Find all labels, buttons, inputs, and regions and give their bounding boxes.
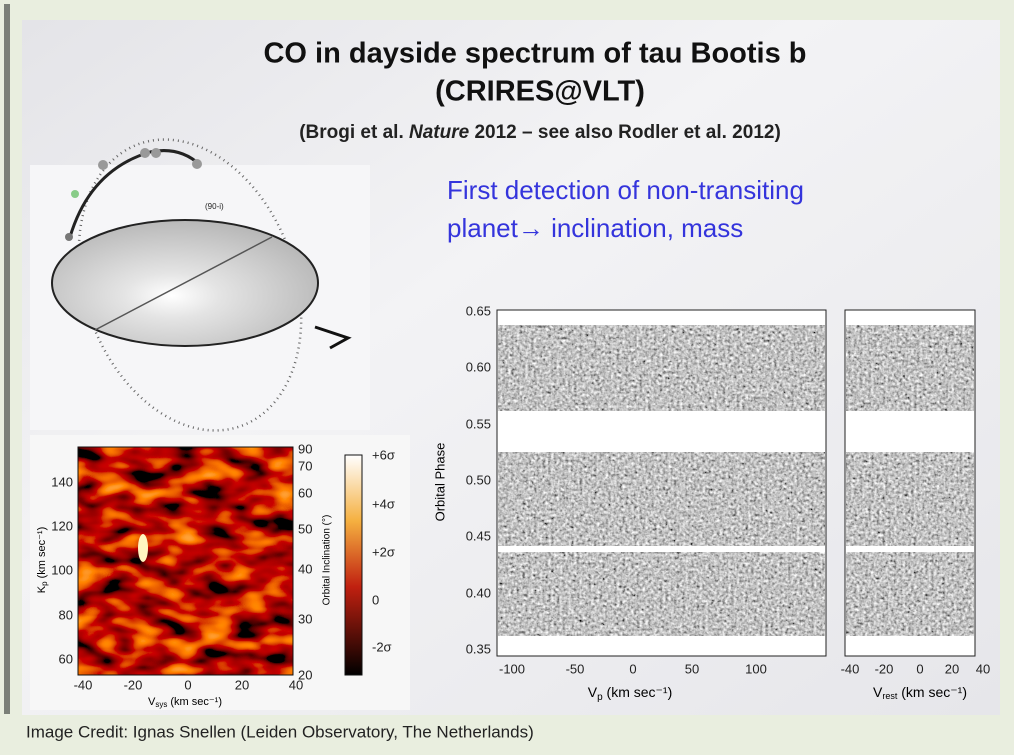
planet xyxy=(65,233,73,241)
citation-text: 2012 – see also Rodler et al. 2012) xyxy=(469,122,781,143)
citation-text: (Brogi et al. xyxy=(299,122,409,143)
tick-label: 0.55 xyxy=(466,416,491,431)
tick-label: 60 xyxy=(59,651,73,666)
tick-label: -20 xyxy=(875,661,894,676)
tick-label: +4σ xyxy=(372,496,395,511)
colorbar xyxy=(345,455,362,675)
angle-label: (90-i) xyxy=(205,202,224,211)
planet xyxy=(151,148,161,158)
label-rest: (km sec⁻¹) xyxy=(603,684,673,700)
tick-label: 0 xyxy=(629,661,636,676)
tick-label: 0.60 xyxy=(466,359,491,374)
tick-label: 40 xyxy=(298,561,312,576)
tick-label: 70 xyxy=(298,458,312,473)
noise-band xyxy=(846,325,974,411)
tick-label: -40 xyxy=(74,677,93,692)
tick-label: -40 xyxy=(841,661,860,676)
tick-label: 60 xyxy=(298,485,312,500)
label-sub: sys xyxy=(155,700,167,709)
tick-label: 50 xyxy=(685,661,699,676)
tick-label: 0.45 xyxy=(466,528,491,543)
tick-label: +6σ xyxy=(372,447,395,462)
tick-label: +2σ xyxy=(372,544,395,559)
tick-label: 90 xyxy=(298,441,312,456)
label-rest: (km sec⁻¹) xyxy=(897,684,967,700)
frame-edge xyxy=(4,4,10,714)
tick-label: 0.35 xyxy=(466,641,491,656)
tick-label: 80 xyxy=(59,607,73,622)
tick-label: 140 xyxy=(51,474,73,489)
tick-label: 20 xyxy=(235,677,249,692)
tick-label: 30 xyxy=(298,611,312,626)
highlight-line: First detection of non-transiting xyxy=(447,175,804,205)
noise-band xyxy=(498,325,825,411)
tick-label: 50 xyxy=(298,521,312,536)
tick-label: 0 xyxy=(184,677,191,692)
planet xyxy=(71,190,79,198)
tick-label: 0.50 xyxy=(466,472,491,487)
detection-peak xyxy=(138,534,148,562)
label-rest: (km sec⁻¹) xyxy=(36,527,48,582)
tick-label: -20 xyxy=(124,677,143,692)
planet xyxy=(98,160,108,170)
tick-label: 20 xyxy=(298,667,312,682)
tick-label: 0.65 xyxy=(466,303,491,318)
noise-band xyxy=(846,552,974,636)
planet xyxy=(192,159,202,169)
kp-map: Kp (km sec⁻¹) Vsys (km sec⁻¹) Orbital In… xyxy=(30,435,410,710)
image-credit: Image Credit: Ignas Snellen (Leiden Obse… xyxy=(26,722,534,741)
phase-plots: Orbital Phase Vp (km sec⁻¹) Vrest (km se… xyxy=(432,310,975,703)
heatmap xyxy=(78,447,293,675)
tick-label: -50 xyxy=(566,661,585,676)
highlight-line: planet→ inclination, mass xyxy=(447,213,743,243)
page: CO in dayside spectrum of tau Bootis b (… xyxy=(0,0,1014,755)
slide-title: CO in dayside spectrum of tau Bootis b xyxy=(263,38,806,70)
screenshot: CO in dayside spectrum of tau Bootis b (… xyxy=(0,0,1014,755)
tick-label: 40 xyxy=(976,661,990,676)
slide-subtitle: (CRIRES@VLT) xyxy=(435,76,645,108)
tick-label: -100 xyxy=(499,661,525,676)
tick-label: 0.40 xyxy=(466,585,491,600)
y-axis-label: Orbital Phase xyxy=(432,443,447,522)
right-axis-label: Orbital Inclination (°) xyxy=(322,515,333,606)
noise-band xyxy=(498,552,825,636)
tick-label: 20 xyxy=(945,661,959,676)
citation: (Brogi et al. Nature 2012 – see also Rod… xyxy=(299,122,781,143)
tick-label: 0 xyxy=(916,661,923,676)
tick-label: 120 xyxy=(51,518,73,533)
noise-band xyxy=(498,452,825,546)
tick-label: -2σ xyxy=(372,639,392,654)
tick-label: 100 xyxy=(745,661,767,676)
label-sub: rest xyxy=(882,691,898,701)
label-rest: (km sec⁻¹) xyxy=(167,696,222,708)
planet xyxy=(140,148,150,158)
noise-band xyxy=(846,452,974,546)
tick-label: 100 xyxy=(51,562,73,577)
tick-label: 0 xyxy=(372,592,379,607)
citation-journal: Nature xyxy=(409,122,470,143)
